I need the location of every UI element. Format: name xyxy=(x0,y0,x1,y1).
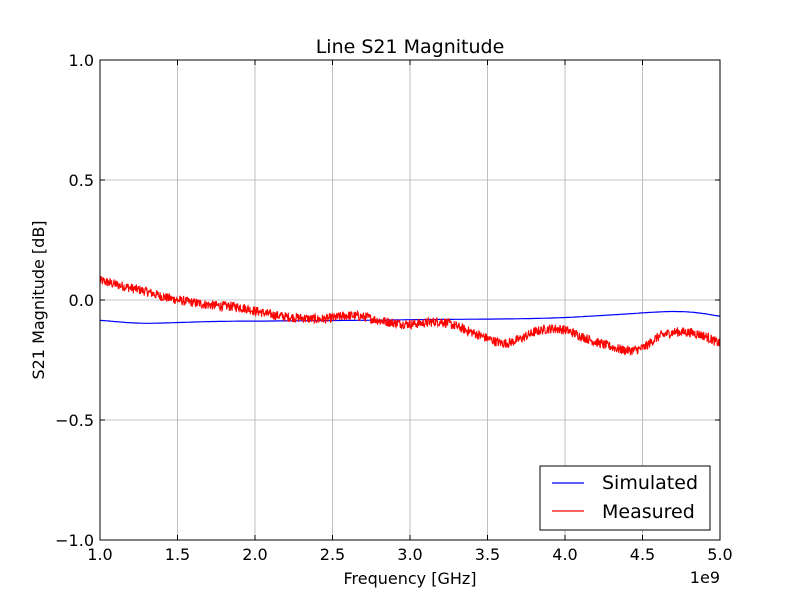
legend-label-measured: Measured xyxy=(602,501,695,523)
series-line-simulated xyxy=(99,310,721,324)
grid xyxy=(99,59,721,541)
series-line-measured xyxy=(99,276,721,356)
x-tick-label: 4.0 xyxy=(552,545,577,564)
legend-box xyxy=(539,465,711,531)
chart-title: Line S21 Magnitude xyxy=(316,36,505,58)
series-group xyxy=(99,276,721,356)
legend-label-simulated: Simulated xyxy=(602,472,698,494)
y-tick-label: 1.0 xyxy=(69,51,94,70)
ticks: 1.0 1.5 2.0 2.5 3.0 3.5 4.0 4.5 5.0 −1.0 −0.5 0.0 0.… xyxy=(55,51,733,564)
x-axis-label: Frequency [GHz] xyxy=(343,569,476,588)
x-tick-label: 3.5 xyxy=(475,545,500,564)
x-tick-label: 4.5 xyxy=(630,545,655,564)
x-tick-label: 2.0 xyxy=(242,545,267,564)
y-tick-label: −0.5 xyxy=(55,411,94,430)
x-tick-label: 1.5 xyxy=(165,545,190,564)
x-tick-label: 1.0 xyxy=(87,545,112,564)
y-axis-label: S21 Magnitude [dB] xyxy=(29,220,48,379)
y-tick-label: −1.0 xyxy=(55,531,94,550)
x-tick-label: 5.0 xyxy=(707,545,732,564)
x-tick-label: 3.0 xyxy=(397,545,422,564)
y-tick-label: 0.5 xyxy=(69,171,94,190)
y-tick-label: 0.0 xyxy=(69,291,94,310)
legend: Simulated Measured xyxy=(539,465,711,531)
x-tick-label: 2.5 xyxy=(320,545,345,564)
x-axis-offset-text: 1e9 xyxy=(690,568,720,587)
